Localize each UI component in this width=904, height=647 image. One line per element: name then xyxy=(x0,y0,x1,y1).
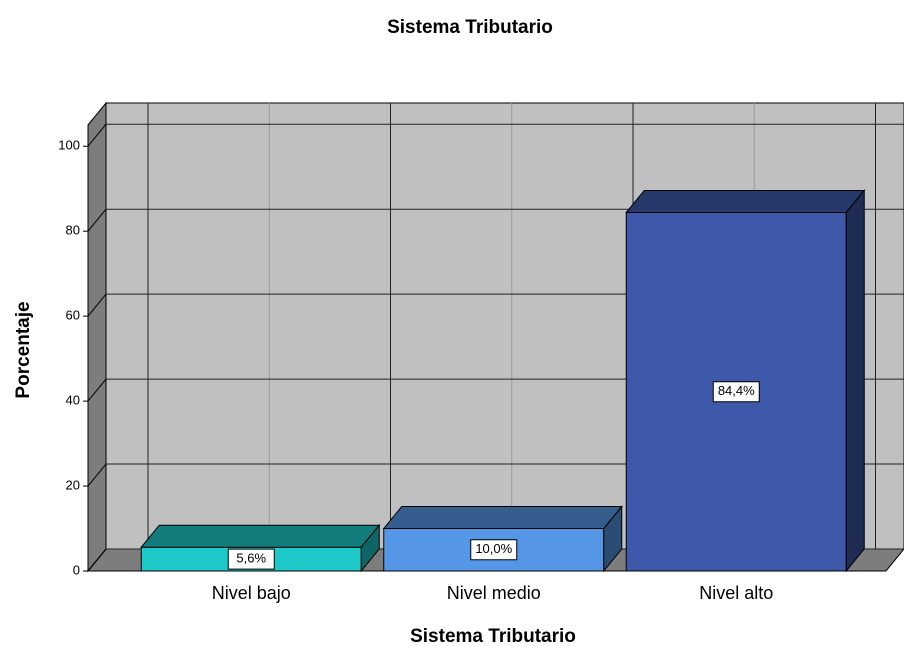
bar-top xyxy=(140,524,381,548)
y-tick-label: 0 xyxy=(73,562,80,577)
left-wall xyxy=(87,101,107,573)
bar-side xyxy=(603,505,623,573)
value-label: 5,6% xyxy=(236,551,266,566)
wall-grid-line xyxy=(87,208,107,232)
x-axis-title: Sistema Tributario xyxy=(410,626,576,647)
y-tick-label: 100 xyxy=(58,138,80,153)
value-label-box xyxy=(712,381,760,403)
bar-side xyxy=(845,189,865,573)
bar-top xyxy=(625,190,866,214)
wall-grid-line xyxy=(87,548,107,572)
x-tick-label: Nivel medio xyxy=(447,583,541,603)
chart-title: Sistema Tributario xyxy=(387,17,553,38)
wall-grid-line xyxy=(87,293,107,317)
x-tick-label: Nivel bajo xyxy=(212,583,291,603)
bar-side xyxy=(360,523,380,573)
wall-grid-line xyxy=(87,378,107,402)
y-axis-title: Porcentaje xyxy=(13,301,34,398)
y-tick-label: 40 xyxy=(66,393,80,408)
y-tick-label: 20 xyxy=(66,477,80,492)
wall-grid-line xyxy=(87,463,107,487)
bar-top xyxy=(382,506,623,530)
value-label-box xyxy=(227,548,275,570)
wall-grid-line xyxy=(87,123,107,147)
value-label: 10,0% xyxy=(475,541,512,556)
y-tick-label: 80 xyxy=(66,223,80,238)
x-tick-label: Nivel alto xyxy=(699,583,773,603)
value-label: 84,4% xyxy=(718,383,755,398)
y-tick-label: 60 xyxy=(66,308,80,323)
value-label-box xyxy=(470,539,518,561)
